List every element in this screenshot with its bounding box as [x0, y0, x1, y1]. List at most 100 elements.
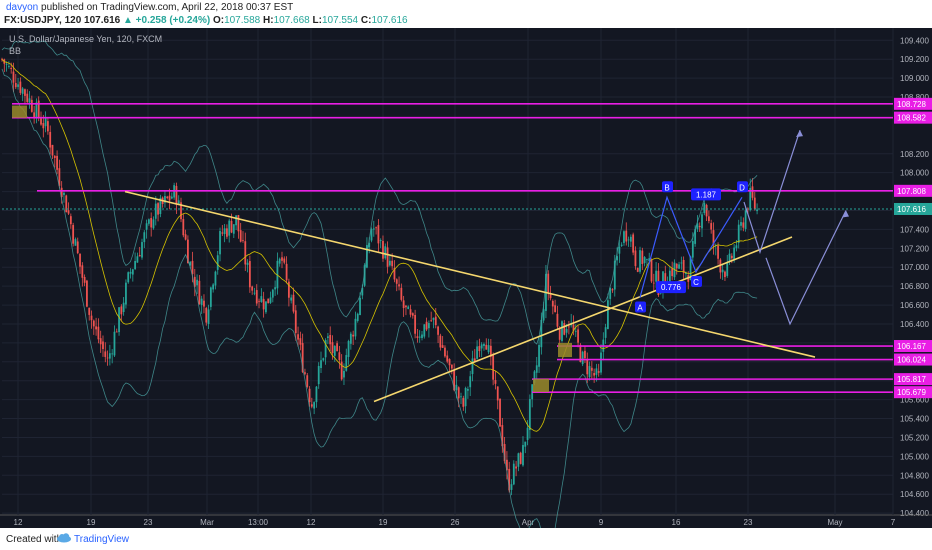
- supply-zone[interactable]: [558, 342, 572, 358]
- candle-body: [616, 256, 618, 261]
- candle-body: [228, 220, 231, 236]
- candle-body: [473, 358, 476, 362]
- candle-body: [446, 355, 449, 362]
- candle-body: [63, 192, 65, 195]
- candle-body: [489, 345, 492, 357]
- candle-body: [340, 361, 343, 380]
- time-tick: 26: [451, 518, 460, 527]
- candle-body: [425, 321, 428, 330]
- chart-canvas[interactable]: 109.400 109.200 109.000 108.800 108.200 108.0…: [0, 28, 932, 528]
- candle-body: [248, 261, 251, 288]
- fib-ratio-bg: [656, 281, 686, 294]
- legend-indicator[interactable]: BB: [9, 46, 22, 56]
- author-link[interactable]: davyon: [6, 2, 39, 13]
- candle-body: [40, 118, 42, 125]
- candle-body: [508, 468, 511, 491]
- candle-body: [221, 232, 224, 234]
- candle-body: [44, 118, 47, 127]
- candle-body: [223, 228, 226, 234]
- price-tick: 105.600: [900, 396, 929, 405]
- candle-body: [12, 71, 15, 83]
- candle-body: [737, 224, 740, 243]
- candle-body: [159, 197, 162, 214]
- candle-body: [76, 241, 79, 254]
- candle-body: [209, 287, 212, 307]
- trendline-ascending[interactable]: [373, 236, 793, 403]
- last-price: 107.616: [84, 15, 121, 26]
- level-label: 105.679: [897, 388, 926, 397]
- candle-body: [237, 215, 240, 232]
- candle-body: [200, 298, 203, 305]
- candle-body: [646, 259, 648, 260]
- candle-body: [740, 222, 742, 226]
- candle-body: [691, 241, 694, 258]
- candle-body: [182, 219, 185, 236]
- candle-body: [634, 250, 637, 267]
- candle-body: [235, 215, 237, 226]
- candle-body: [310, 404, 313, 407]
- candle-body: [467, 389, 469, 391]
- supply-zone[interactable]: [533, 378, 549, 393]
- candle-body: [113, 331, 116, 356]
- abcd-pattern-line[interactable]: [639, 195, 743, 298]
- candle-body: [506, 459, 508, 471]
- candle-body: [37, 100, 40, 118]
- candle-body: [703, 203, 706, 214]
- candle-body: [10, 67, 13, 70]
- projection-path[interactable]: [743, 129, 801, 255]
- candle-body: [260, 296, 263, 303]
- candle-body: [136, 256, 139, 263]
- created-with-text: Created with: [6, 534, 63, 545]
- candle-body: [607, 300, 609, 330]
- chart-legend: U.S. Dollar/Japanese Yen, 120, FXCM BB: [9, 33, 162, 57]
- trendline-descending[interactable]: [124, 190, 816, 358]
- price-axis-bg: [893, 28, 932, 528]
- candle-body: [572, 324, 575, 331]
- candle-body: [134, 260, 137, 270]
- candle-body: [205, 308, 208, 323]
- candle-body: [88, 307, 91, 315]
- candle-body: [402, 300, 405, 309]
- candle-body: [313, 402, 316, 409]
- candle-body: [253, 292, 256, 294]
- candle-body: [333, 345, 336, 356]
- projection-path[interactable]: [765, 210, 847, 326]
- candle-body: [42, 123, 45, 129]
- price-tick: 104.400: [900, 509, 929, 518]
- candle-body: [347, 340, 350, 357]
- candle-body: [593, 373, 596, 376]
- candle-body: [26, 93, 29, 103]
- candle-body: [154, 203, 157, 219]
- publish-line: davyon published on TradingView.com, Apr…: [6, 2, 293, 13]
- candle-body: [47, 121, 49, 132]
- candle-body: [304, 372, 306, 374]
- candle-body: [487, 345, 490, 353]
- chart-pane[interactable]: 109.400 109.200 109.000 108.800 108.200 108.0…: [0, 28, 932, 528]
- time-tick: 19: [379, 518, 388, 527]
- candle-body: [542, 309, 545, 321]
- candle-body: [265, 301, 267, 313]
- bb-lower-band: [1, 68, 758, 528]
- supply-zone[interactable]: [12, 105, 27, 118]
- candle-body: [196, 279, 198, 286]
- candle-body: [496, 386, 499, 401]
- candle-body: [276, 260, 279, 289]
- candle-body: [317, 365, 320, 385]
- candle-body: [219, 231, 221, 255]
- candle-body: [168, 195, 171, 201]
- fib-ratio-label: 0.776: [661, 283, 682, 292]
- candle-body: [501, 425, 504, 447]
- candle-body: [395, 279, 398, 284]
- tradingview-brand[interactable]: TradingView: [74, 534, 130, 545]
- pattern-point-bg: [635, 301, 646, 313]
- level-label: 105.817: [897, 375, 926, 384]
- candle-body: [24, 89, 26, 96]
- candle-body: [579, 344, 582, 363]
- price-tick: 105.400: [900, 415, 929, 424]
- candle-body: [147, 219, 150, 224]
- candle-body: [294, 310, 297, 334]
- candle-body: [639, 250, 641, 272]
- candle-body: [405, 305, 407, 308]
- candle-body: [212, 284, 215, 290]
- published-text: published on TradingView.com, April 22, …: [41, 2, 294, 13]
